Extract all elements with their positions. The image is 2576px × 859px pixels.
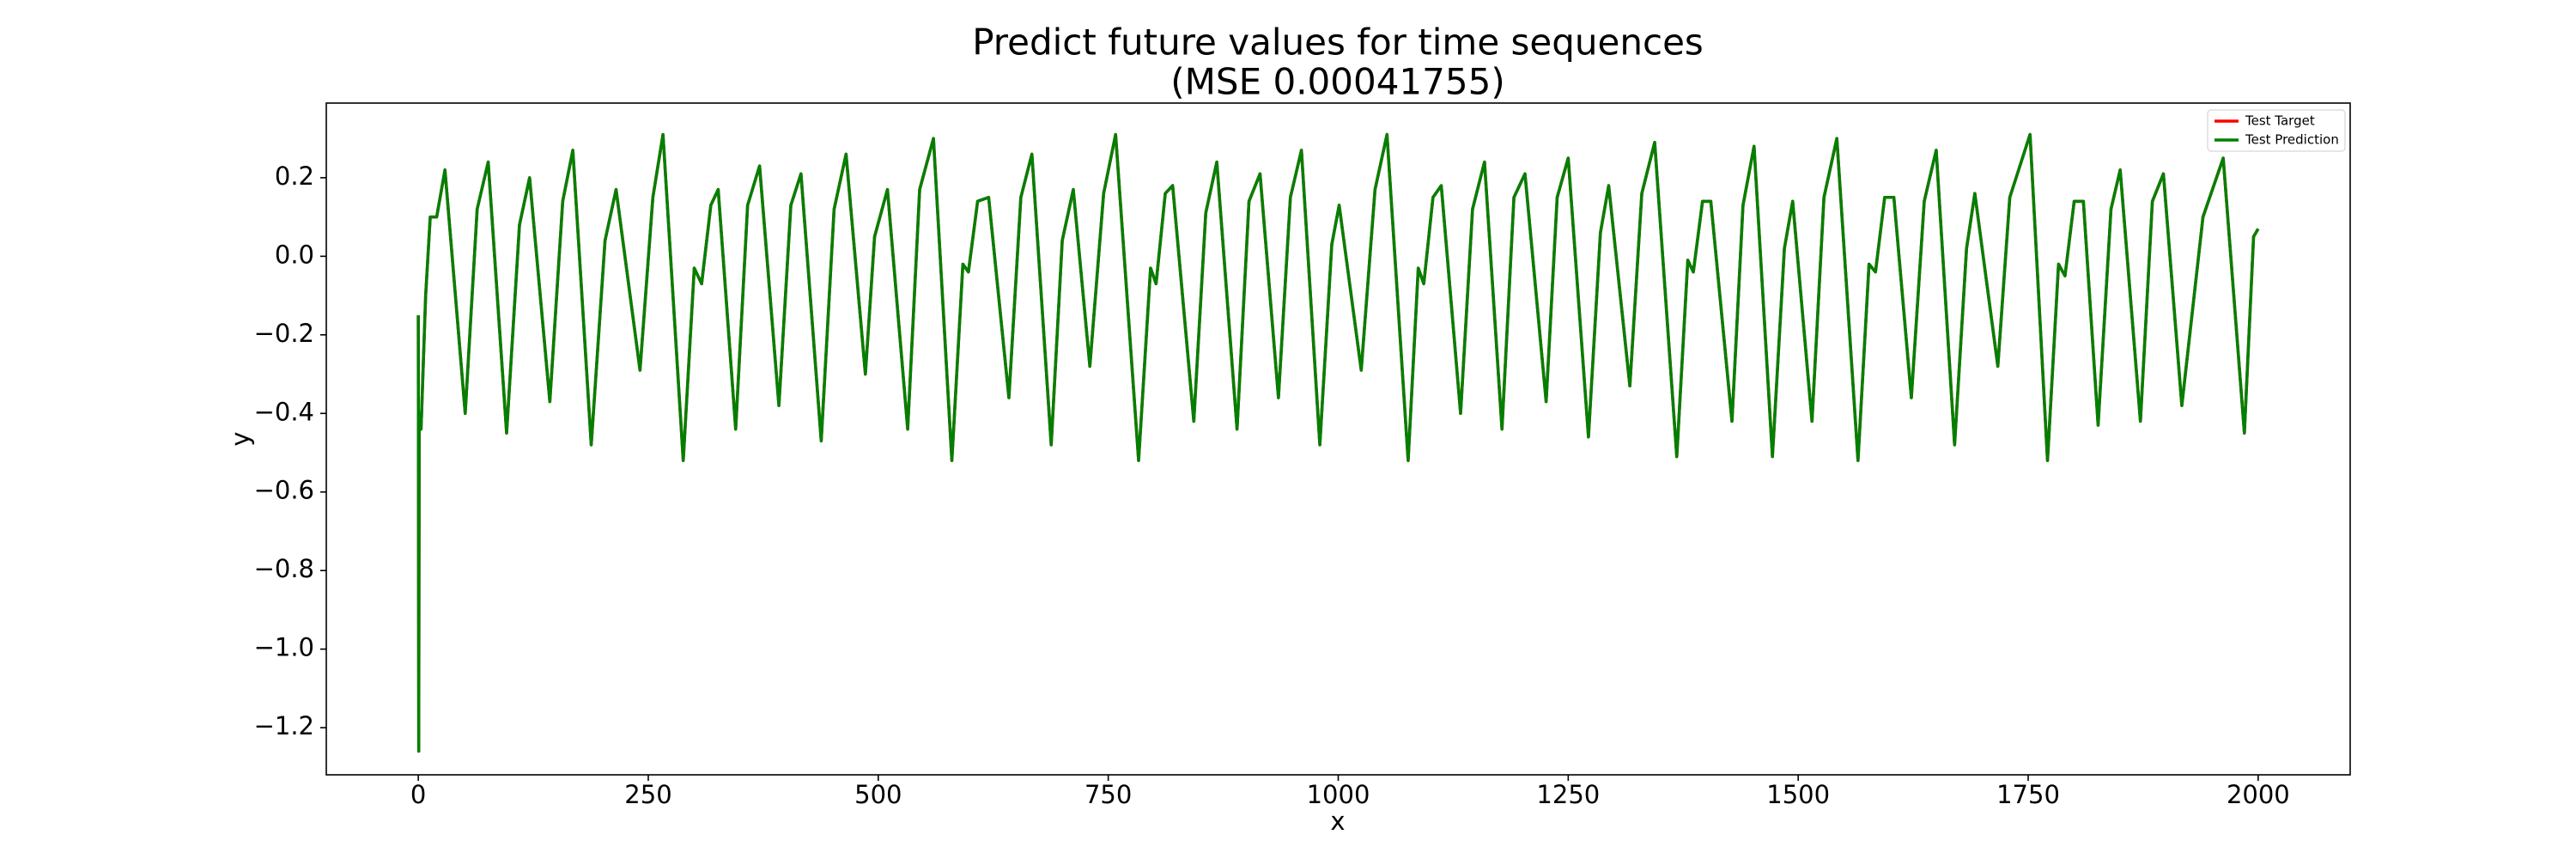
x-tick-label: 1250: [1536, 780, 1600, 809]
y-tick-label: −1.2: [254, 711, 314, 740]
y-tick-label: −0.6: [254, 476, 314, 505]
x-axis-label: x: [1330, 807, 1345, 836]
y-tick-label: −0.4: [254, 397, 314, 426]
plot-frame: [325, 102, 2351, 776]
y-tick-label: −1.0: [254, 633, 314, 662]
series-line: [416, 132, 2260, 753]
y-axis-label: y: [226, 431, 255, 446]
x-tick-label: 0: [410, 780, 426, 809]
x-tick-label: 1000: [1307, 780, 1370, 809]
series-line: [416, 132, 2260, 753]
x-tick-label: 500: [854, 780, 902, 809]
legend-label: Test Prediction: [2245, 132, 2339, 148]
x-tick-label: 1750: [1996, 780, 2060, 809]
legend-box: [2207, 109, 2346, 152]
chart-title: Predict future values for time sequences: [972, 21, 1704, 64]
x-tick-label: 1500: [1766, 780, 1830, 809]
x-tick-label: 750: [1084, 780, 1132, 809]
y-tick-label: −0.8: [254, 554, 314, 583]
y-tick-label: 0.0: [275, 240, 314, 269]
y-tick-label: 0.2: [275, 161, 314, 191]
x-tick-label: 2000: [2227, 780, 2290, 809]
legend-label: Test Target: [2245, 113, 2315, 129]
x-tick-label: 250: [624, 780, 671, 809]
chart-subtitle: (MSE 0.00041755): [1170, 61, 1504, 103]
y-tick-label: −0.2: [254, 319, 314, 348]
